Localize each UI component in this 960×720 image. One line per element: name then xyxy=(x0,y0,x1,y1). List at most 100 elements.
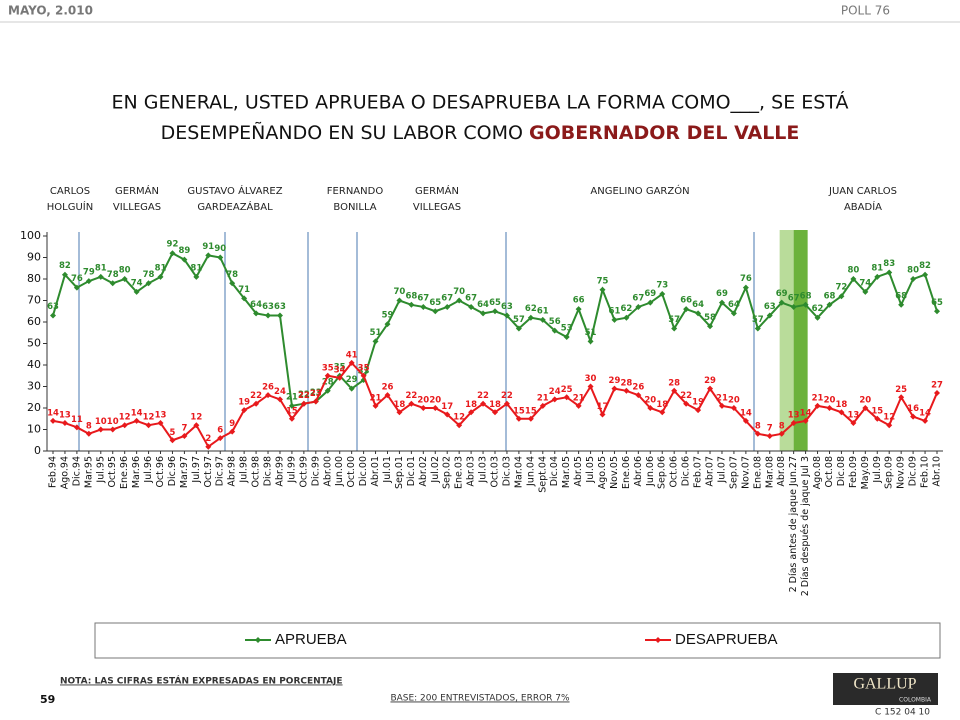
data-label: 25 xyxy=(561,385,573,395)
data-label: 2 xyxy=(205,434,211,444)
x-tick-label: Abr.01 xyxy=(370,456,381,487)
point xyxy=(480,310,487,317)
data-label: 73 xyxy=(656,281,668,291)
point xyxy=(133,288,140,295)
point xyxy=(50,312,56,319)
x-tick-label: Dic.96 xyxy=(167,456,178,486)
data-label: 35 xyxy=(334,362,346,372)
logo: GALLUP xyxy=(853,676,916,693)
x-tick-label: Oct.97 xyxy=(203,456,214,488)
data-label: 22 xyxy=(250,391,262,401)
point xyxy=(50,417,56,424)
y-tick-label: 10 xyxy=(27,423,41,436)
data-label: 51 xyxy=(370,328,382,338)
point xyxy=(695,310,702,317)
data-label: 22 xyxy=(405,391,417,401)
data-label: 20 xyxy=(728,396,740,406)
point xyxy=(802,417,809,424)
x-tick-label: May.09 xyxy=(860,456,871,489)
note: NOTA: LAS CIFRAS ESTÁN EXPRESADAS EN POR… xyxy=(60,675,343,687)
point xyxy=(707,385,714,392)
legend-label: APRUEBA xyxy=(275,631,347,648)
point xyxy=(671,387,678,394)
data-label: 19 xyxy=(692,398,704,408)
data-label: 26 xyxy=(632,383,644,393)
point xyxy=(492,409,498,416)
x-tick-label: Jun.04 xyxy=(525,456,536,487)
data-label: 8 xyxy=(86,421,92,431)
point xyxy=(348,385,355,392)
point xyxy=(408,400,415,407)
x-tick-label: Oct.98 xyxy=(251,456,262,488)
data-label: 67 xyxy=(441,293,453,303)
data-label: 26 xyxy=(382,383,394,393)
code: C 152 04 10 xyxy=(875,708,930,718)
point xyxy=(193,273,200,280)
data-label: 69 xyxy=(716,289,728,299)
x-tick-label: Dic.06 xyxy=(681,456,692,486)
x-tick-label: Mar.08 xyxy=(764,456,775,488)
data-label: 23 xyxy=(310,388,322,398)
x-tick-label: Oct.08 xyxy=(824,456,835,488)
data-label: 81 xyxy=(95,263,107,273)
y-tick-label: 80 xyxy=(27,272,41,285)
point xyxy=(396,409,403,416)
title-line1: EN GENERAL, USTED APRUEBA O DESAPRUEBA L… xyxy=(112,91,849,114)
x-tick-label: Abr.99 xyxy=(274,456,285,487)
point xyxy=(241,295,248,302)
x-tick-label: Jul.01 xyxy=(382,456,393,484)
data-label: 58 xyxy=(704,313,716,323)
data-label: 21 xyxy=(286,392,298,402)
point xyxy=(695,407,702,414)
governor-name: GERMÁN xyxy=(415,184,459,197)
point xyxy=(838,409,845,416)
data-label: 12 xyxy=(190,413,202,423)
data-label: 81 xyxy=(155,263,167,273)
x-tick-label: Dic.01 xyxy=(406,456,417,486)
point xyxy=(121,276,128,282)
data-label: 61 xyxy=(609,306,621,316)
governor-name: GUSTAVO ÁLVAREZ xyxy=(187,184,282,197)
point xyxy=(265,312,272,319)
x-tick-label: Oct.03 xyxy=(490,456,501,488)
data-label: 21 xyxy=(573,393,585,403)
data-label: 51 xyxy=(585,328,597,338)
x-tick-label: Dic.97 xyxy=(215,456,226,486)
point xyxy=(886,269,893,276)
point xyxy=(575,402,582,409)
point xyxy=(432,405,439,411)
data-label: 82 xyxy=(59,261,71,271)
x-tick-label: Nov.05 xyxy=(609,456,620,489)
data-label: 67 xyxy=(632,293,644,303)
point xyxy=(826,301,833,308)
point xyxy=(874,415,881,422)
data-label: 14 xyxy=(740,408,752,418)
data-label: 20 xyxy=(859,396,871,406)
point xyxy=(599,411,606,418)
point xyxy=(922,417,929,424)
point xyxy=(778,430,785,437)
data-label: 10 xyxy=(95,417,107,427)
data-label: 59 xyxy=(382,311,394,321)
y-tick-label: 50 xyxy=(27,337,41,350)
point xyxy=(312,398,319,405)
x-tick-label: 2 Días después de jaque Jul 3 xyxy=(800,456,811,596)
point xyxy=(527,415,534,422)
data-label: 78 xyxy=(143,270,155,280)
data-label: 68 xyxy=(824,291,836,301)
date: MAYO, 2.010 xyxy=(8,4,93,18)
x-tick-label: Nov.09 xyxy=(896,456,907,489)
point xyxy=(121,422,128,429)
point xyxy=(623,314,630,321)
data-label: 25 xyxy=(895,385,907,395)
x-tick-label: Jul.07 xyxy=(716,456,727,484)
x-tick-label: Jul.05 xyxy=(585,456,596,484)
data-label: 12 xyxy=(143,413,155,423)
x-tick-label: Mar.97 xyxy=(179,456,190,488)
data-label: 80 xyxy=(907,266,919,276)
point xyxy=(802,301,809,308)
poll: POLL 76 xyxy=(841,4,890,18)
data-label: 20 xyxy=(824,396,836,406)
point xyxy=(503,312,510,319)
x-tick-label: Mar.05 xyxy=(561,456,572,488)
